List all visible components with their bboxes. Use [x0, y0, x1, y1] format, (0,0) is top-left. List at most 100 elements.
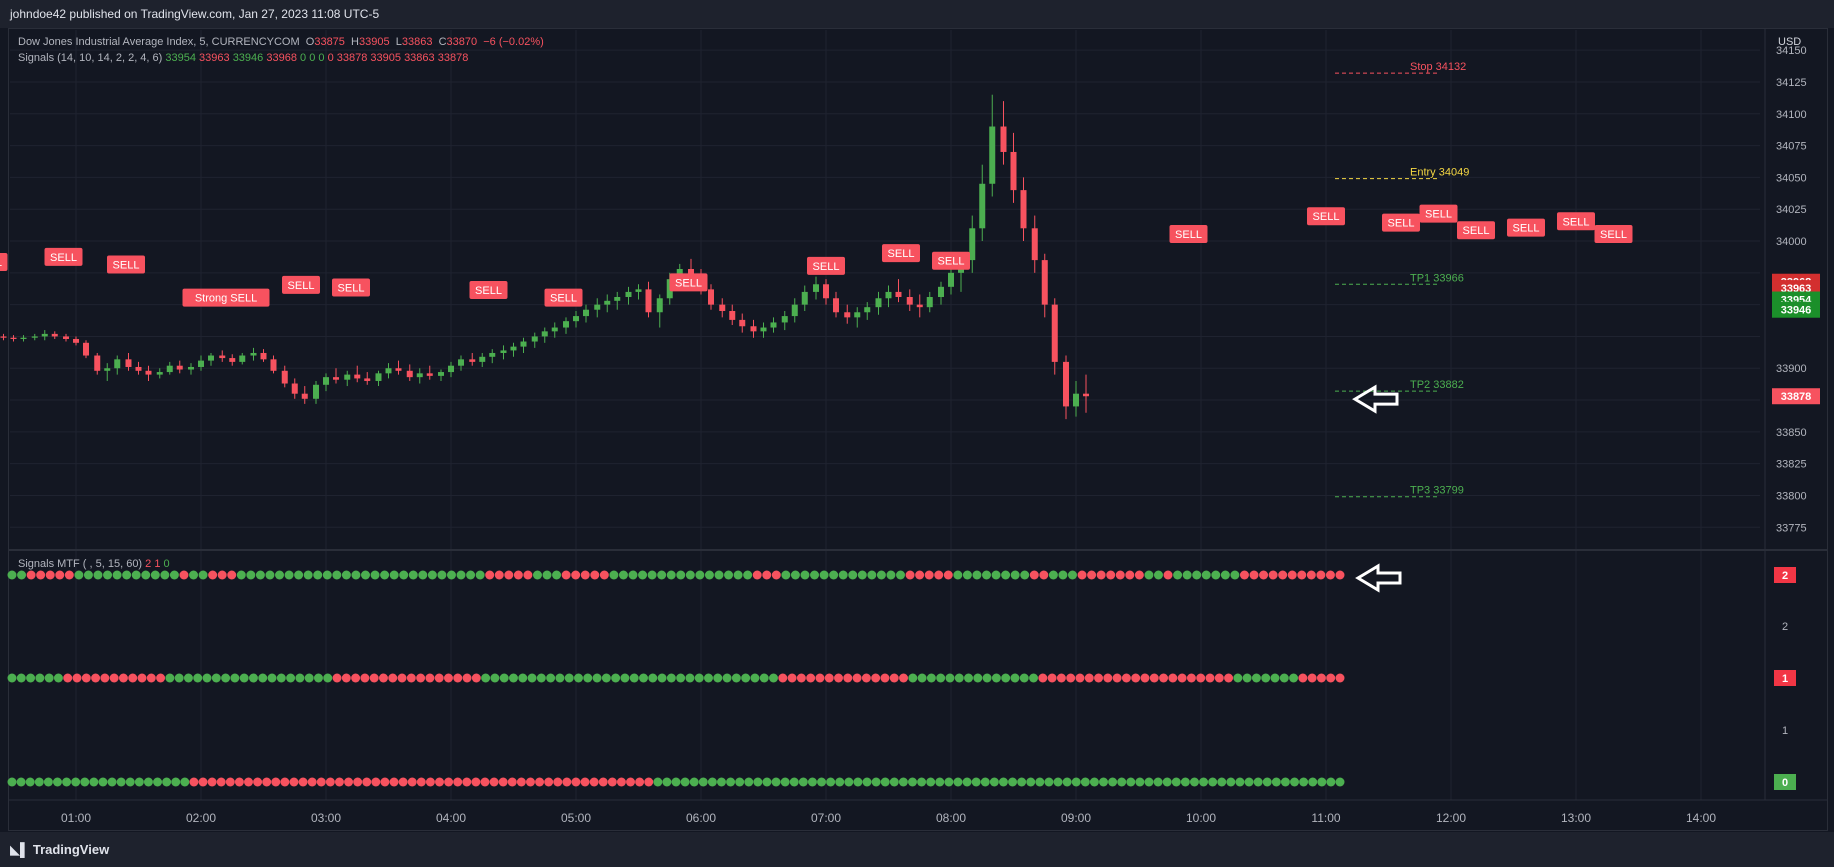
mtf-dot	[616, 777, 626, 787]
mtf-dot	[752, 570, 762, 580]
mtf-dot	[1224, 673, 1234, 683]
candle-body	[135, 366, 142, 371]
mtf-dot	[100, 673, 110, 683]
mtf-dot	[380, 570, 390, 580]
mtf-dot	[437, 570, 447, 580]
mtf-dot	[796, 673, 806, 683]
mtf-dot	[924, 570, 934, 580]
chart-frame[interactable]	[8, 28, 1828, 831]
mtf-dot	[174, 673, 184, 683]
mtf-dot	[629, 673, 639, 683]
price-tick-label: 33850	[1776, 427, 1807, 439]
candle-body	[469, 359, 476, 362]
mtf-dot	[389, 570, 399, 580]
mtf-dot	[230, 673, 240, 683]
mtf-dot	[1326, 777, 1336, 787]
mtf-dot	[580, 777, 590, 787]
mtf-dot	[1056, 673, 1066, 683]
candle-body	[563, 321, 569, 328]
published-caption: johndoe42 published on TradingView.com, …	[10, 7, 380, 21]
mtf-dot	[1126, 777, 1136, 787]
mtf-dot	[898, 777, 908, 787]
candle-body	[208, 355, 214, 361]
mtf-dot	[704, 673, 714, 683]
candle-body	[510, 346, 517, 351]
mtf-dot	[189, 570, 199, 580]
mtf-dot	[733, 570, 743, 580]
mtf-dot	[819, 570, 829, 580]
mtf-dot	[934, 570, 944, 580]
mtf-dot	[80, 777, 90, 787]
candle-body	[729, 310, 736, 320]
mtf-dot	[109, 673, 119, 683]
mtf-dot	[1067, 570, 1077, 580]
mtf-dot	[935, 777, 945, 787]
price-tag-text: 33946	[1781, 305, 1812, 317]
candle-body	[63, 336, 69, 339]
tradingview-logo[interactable]: ◣▌ TradingView	[10, 842, 110, 857]
mtf-dot	[406, 673, 416, 683]
mtf-dot	[1010, 673, 1020, 683]
mtf-dot	[907, 777, 917, 787]
mtf-dot	[360, 570, 370, 580]
candle-body	[364, 378, 371, 381]
candle-body	[1063, 361, 1069, 407]
candle-body	[145, 370, 152, 375]
mtf-dot	[425, 673, 435, 683]
mtf-dot	[1308, 777, 1318, 787]
mtf-dot	[689, 777, 699, 787]
candle-body	[176, 365, 183, 370]
sell-signal-label	[332, 278, 370, 297]
candle-body	[801, 291, 808, 305]
mtf-dot	[607, 777, 617, 787]
mtf-dot	[1144, 570, 1154, 580]
sell-signal-text: SELL	[1563, 216, 1590, 228]
time-tick-label: 05:00	[561, 811, 591, 825]
mtf-dot	[1280, 777, 1290, 787]
mtf-dot	[944, 777, 954, 787]
open-value: 33875	[314, 36, 345, 48]
mtf-dot	[698, 777, 708, 787]
mtf-dot	[871, 777, 881, 787]
mtf-dot	[536, 673, 546, 683]
mtf-dot	[462, 777, 472, 787]
candle-body	[916, 304, 923, 308]
mtf-dot	[316, 777, 326, 787]
mtf-dot	[653, 777, 663, 787]
mtf-dot	[211, 673, 221, 683]
mtf-dot	[286, 673, 296, 683]
mtf-dot	[666, 570, 676, 580]
sell-signal-text: SELL	[50, 252, 77, 264]
mtf-dot	[620, 673, 630, 683]
mtf-dot	[313, 673, 323, 683]
mtf-dot	[499, 673, 509, 683]
mtf-dot	[1108, 777, 1118, 787]
mtf-dot	[1071, 777, 1081, 787]
time-tick-label: 01:00	[61, 811, 91, 825]
mtf-dot	[137, 673, 147, 683]
mtf-dot	[824, 673, 834, 683]
mtf-dot	[800, 570, 810, 580]
mtf-dot	[778, 673, 788, 683]
mtf-dot	[1125, 570, 1135, 580]
mtf-value-text: 1	[1782, 673, 1788, 685]
sell-signal-text: SELL	[1175, 229, 1202, 241]
mtf-dot	[43, 777, 53, 787]
mtf-dot	[1199, 777, 1209, 787]
mtf-dot	[481, 673, 491, 683]
mtf-dot	[371, 777, 381, 787]
sell-signal-text: SELL	[338, 282, 365, 294]
mtf-dot	[466, 570, 476, 580]
mtf-dot	[513, 570, 523, 580]
candle-body	[770, 322, 777, 328]
mtf-dot	[160, 570, 170, 580]
mtf-dot	[789, 777, 799, 787]
mtf-dot	[16, 777, 26, 787]
mtf-dot	[1029, 570, 1039, 580]
sell-signal-label	[544, 288, 583, 307]
mtf-dot	[601, 673, 611, 683]
time-tick-label: 03:00	[311, 811, 341, 825]
mtf-dot	[1035, 777, 1045, 787]
price-tick-label: 34150	[1776, 45, 1807, 57]
